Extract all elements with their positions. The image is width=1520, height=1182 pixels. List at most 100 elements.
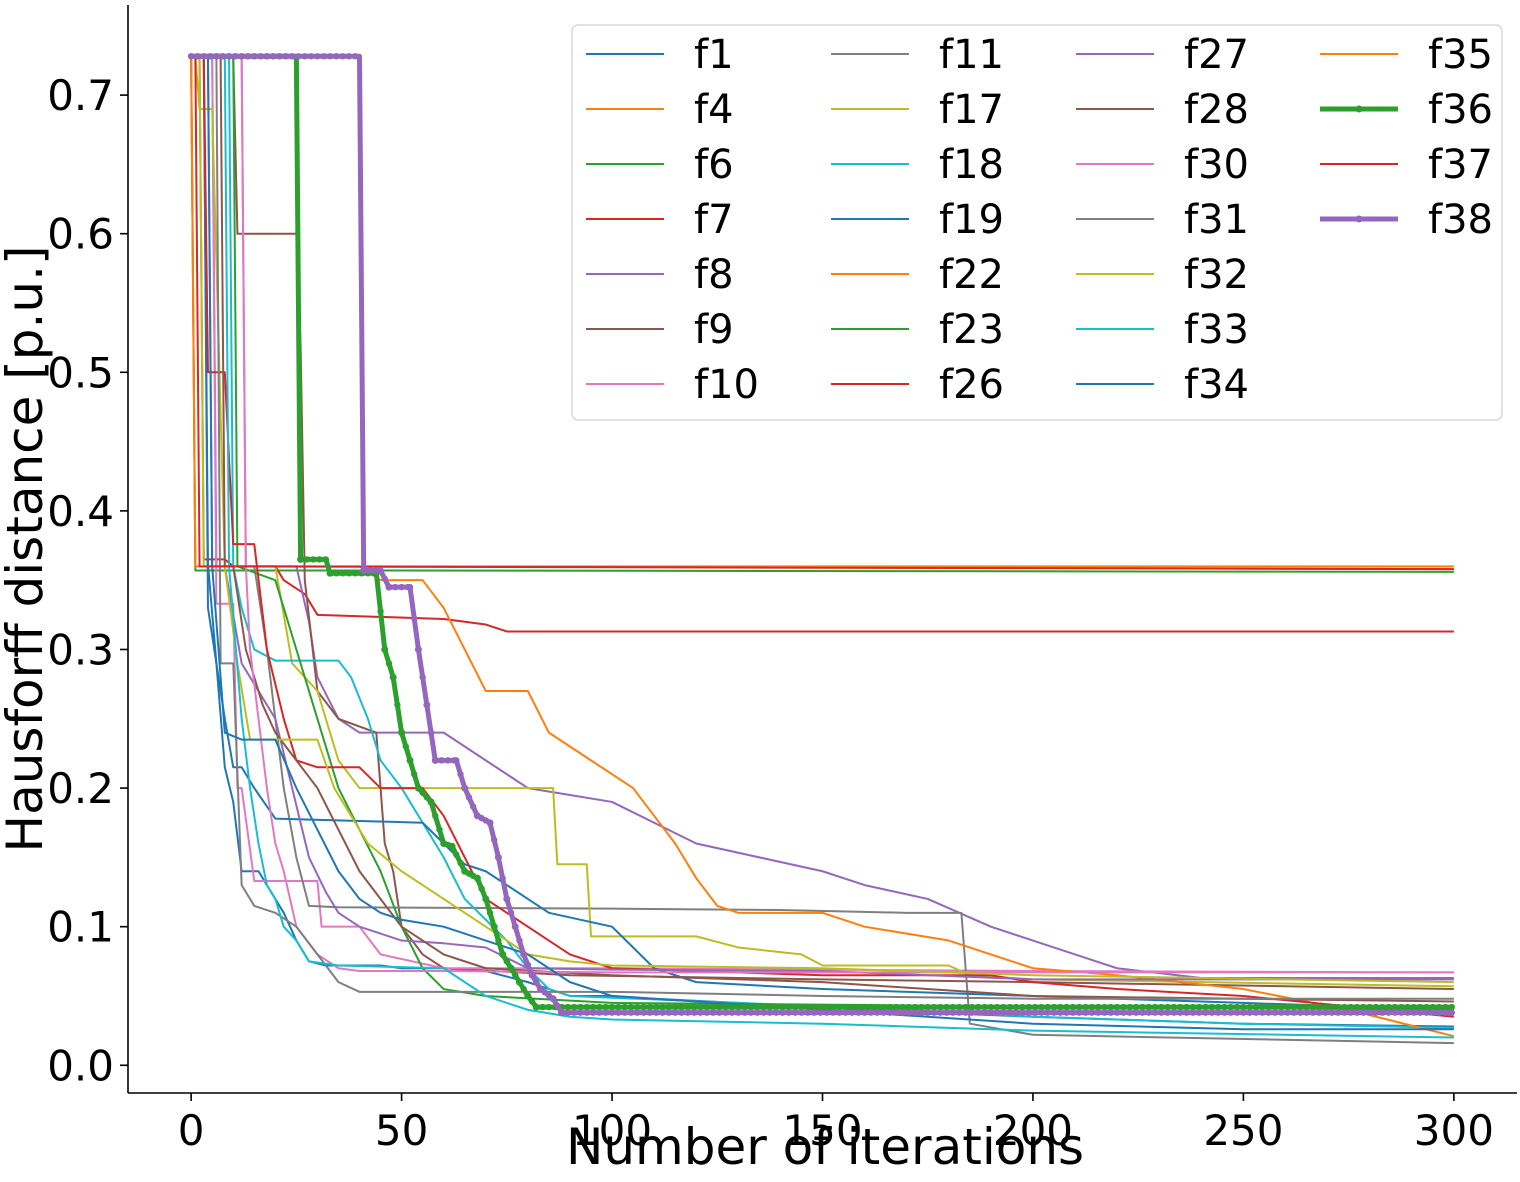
series-marker-f36 [427, 798, 435, 806]
series-marker-f36 [1057, 1003, 1064, 1011]
series-marker-f36 [339, 570, 346, 577]
series-marker-f36 [1265, 1003, 1272, 1011]
series-marker-f36 [453, 851, 460, 858]
series-marker-f38 [892, 1009, 900, 1016]
legend-label-f22: f22 [939, 252, 1004, 298]
series-marker-f38 [836, 1009, 843, 1016]
series-marker-f38 [589, 1009, 597, 1016]
legend-label-f1: f1 [694, 32, 734, 78]
series-marker-f36 [1278, 1003, 1285, 1011]
series-marker-f38 [251, 53, 258, 60]
series-line-f22 [190, 56, 1455, 1038]
series-marker-f36 [1202, 1003, 1209, 1011]
series-marker-f38 [1303, 1009, 1310, 1016]
series-marker-f38 [244, 53, 252, 60]
series-marker-f38 [993, 1009, 1001, 1016]
series-marker-f36 [1240, 1003, 1247, 1011]
series-marker-f38 [427, 729, 435, 736]
series-marker-f36 [760, 1003, 767, 1011]
series-marker-f36 [415, 784, 422, 792]
series-marker-f38 [842, 1009, 849, 1016]
series-marker-f36 [524, 992, 532, 1000]
series-marker-f36 [432, 812, 439, 820]
series-marker-f38 [1398, 1009, 1405, 1016]
series-marker-f36 [848, 1003, 856, 1011]
series-marker-f38 [728, 1009, 736, 1016]
series-marker-f38 [288, 53, 296, 60]
series-marker-f36 [482, 895, 489, 903]
series-marker-f38 [1448, 1009, 1455, 1016]
series-marker-f38 [423, 701, 431, 709]
series-marker-f36 [918, 1003, 925, 1011]
series-line-f33 [191, 55, 1454, 1039]
series-marker-f38 [263, 53, 271, 60]
series-marker-f38 [276, 53, 283, 60]
series-marker-f36 [352, 570, 359, 577]
series-marker-f38 [1290, 1009, 1298, 1016]
series-marker-f36 [1126, 1003, 1133, 1011]
series-marker-f36 [478, 885, 485, 892]
series-marker-f38 [791, 1009, 799, 1016]
series-marker-f36 [490, 923, 498, 930]
series-marker-f36 [1158, 1003, 1165, 1011]
series-marker-f36 [377, 608, 384, 615]
series-marker-f38 [659, 1009, 666, 1016]
y-tick-label: 0.5 [47, 348, 114, 397]
series-marker-f38 [411, 615, 418, 622]
series-line-f31 [191, 55, 1454, 1000]
series-marker-f38 [754, 1009, 761, 1016]
y-tick-label: 0.4 [47, 487, 114, 536]
series-marker-f36 [1246, 1003, 1253, 1011]
series-marker-f36 [310, 556, 317, 563]
series-marker-f36 [899, 1003, 906, 1011]
series-marker-f36 [1259, 1003, 1266, 1011]
series-marker-f38 [962, 1009, 969, 1016]
series-marker-f36 [389, 674, 397, 681]
series-marker-f36 [653, 1003, 660, 1011]
series-marker-f38 [1038, 1009, 1045, 1016]
series-marker-f36 [316, 556, 323, 563]
series-marker-f36 [665, 1003, 673, 1011]
series-marker-f36 [779, 1003, 786, 1011]
series-marker-f38 [1252, 1009, 1260, 1016]
series-marker-f36 [322, 556, 330, 563]
series-marker-f36 [1360, 1003, 1367, 1011]
series-marker-f38 [1132, 1009, 1140, 1016]
series-marker-f38 [987, 1009, 995, 1016]
series-marker-f36 [1442, 1003, 1449, 1011]
series-marker-f36 [394, 701, 401, 709]
series-marker-f38 [1328, 1009, 1336, 1016]
series-marker-f36 [385, 660, 393, 667]
series-marker-f36 [728, 1003, 736, 1011]
series-marker-f36 [1214, 1003, 1222, 1011]
series-marker-f38 [634, 1009, 641, 1016]
series-marker-f38 [469, 803, 477, 810]
series-marker-f36 [1094, 1003, 1102, 1011]
series-marker-f38 [295, 53, 302, 60]
series-marker-f38 [1334, 1009, 1342, 1016]
series-marker-f36 [1120, 1003, 1127, 1011]
series-marker-f36 [1372, 1003, 1380, 1011]
series-marker-f36 [1196, 1003, 1203, 1011]
series-marker-f36 [690, 1003, 698, 1011]
series-marker-f38 [709, 1009, 717, 1016]
series-marker-f38 [861, 1009, 868, 1016]
series-marker-f38 [646, 1009, 654, 1016]
series-marker-f38 [1050, 1009, 1058, 1016]
series-marker-f36 [798, 1003, 805, 1011]
series-marker-f38 [671, 1009, 679, 1016]
legend-frame [571, 24, 1503, 421]
series-marker-f38 [823, 1009, 830, 1016]
series-marker-f36 [747, 1003, 755, 1011]
series-marker-f36 [842, 1003, 849, 1011]
series-marker-f38 [608, 1009, 616, 1016]
x-tick-label: 0 [178, 1106, 205, 1155]
series-marker-f38 [1416, 1009, 1424, 1016]
series-marker-f38 [779, 1009, 786, 1016]
series-marker-f38 [1259, 1009, 1266, 1016]
series-marker-f38 [524, 961, 532, 968]
series-marker-f36 [773, 1003, 780, 1011]
series-marker-f38 [1347, 1009, 1354, 1016]
series-marker-f36 [855, 1003, 862, 1011]
series-marker-f38 [554, 1002, 561, 1009]
